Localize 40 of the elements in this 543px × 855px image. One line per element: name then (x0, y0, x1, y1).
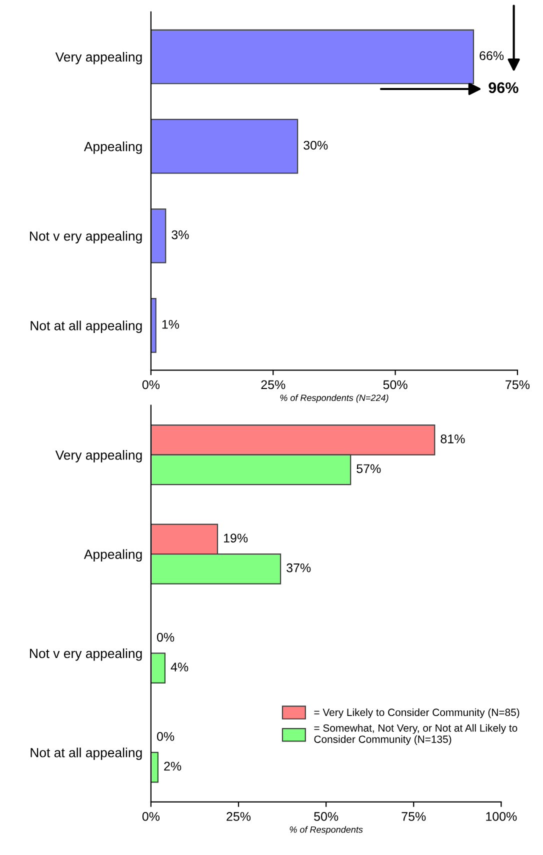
y-tick-label: Appealing (84, 142, 142, 154)
data-label: 3% (172, 230, 189, 240)
data-label: 81% (440, 434, 465, 444)
x-tick-label: 50% (383, 380, 408, 390)
x-tick-label: 25% (261, 380, 286, 390)
bar (150, 652, 166, 684)
data-label: 57% (356, 464, 381, 474)
y-tick-label: Not at all appealing (30, 320, 142, 333)
bar (150, 29, 474, 84)
bar (150, 208, 166, 264)
y-tick-label: Very appealing (55, 52, 142, 64)
data-label: 19% (224, 534, 248, 543)
x-axis-title: % of Respondents (290, 826, 363, 835)
legend-label: = Very Likely to Consider Community (N=85) (314, 708, 520, 718)
data-label: 2% (164, 762, 182, 771)
legend-label: = Somewhat, Not Very, or Not at All Likely to Consider Community (N=135) (314, 724, 518, 746)
data-label: 0% (157, 632, 174, 642)
x-tick-label: 0% (142, 812, 160, 821)
data-label: 0% (157, 732, 174, 741)
y-tick-label: Appealing (84, 549, 142, 562)
bar (150, 118, 298, 174)
y-tick-label: Not at all appealing (30, 748, 142, 760)
data-label: 1% (162, 320, 180, 329)
x-tick-label: 75% (506, 380, 530, 390)
x-axis-title: % of Respondents (N=224) (280, 394, 388, 403)
bar (150, 752, 159, 783)
data-label: 66% (480, 51, 504, 60)
bar (150, 298, 156, 353)
data-label: 30% (304, 140, 328, 150)
x-tick-label: 100% (486, 812, 517, 821)
y-tick-label: Very appealing (55, 450, 142, 462)
y-tick-label: Not v ery appealing (30, 231, 142, 244)
y-tick-label: Not v ery appealing (30, 648, 142, 661)
data-label: 37% (286, 563, 311, 572)
x-tick-label: 0% (142, 380, 160, 390)
x-tick-label: 25% (226, 812, 251, 821)
annotation: 96% (488, 82, 518, 94)
data-label: 4% (170, 662, 188, 672)
x-tick-label: 75% (402, 812, 426, 821)
x-tick-label: 50% (314, 812, 338, 821)
